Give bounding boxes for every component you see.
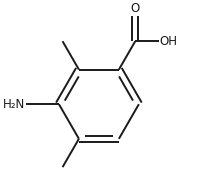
Text: H₂N: H₂N xyxy=(3,98,25,111)
Text: O: O xyxy=(131,2,140,15)
Text: OH: OH xyxy=(160,35,178,48)
